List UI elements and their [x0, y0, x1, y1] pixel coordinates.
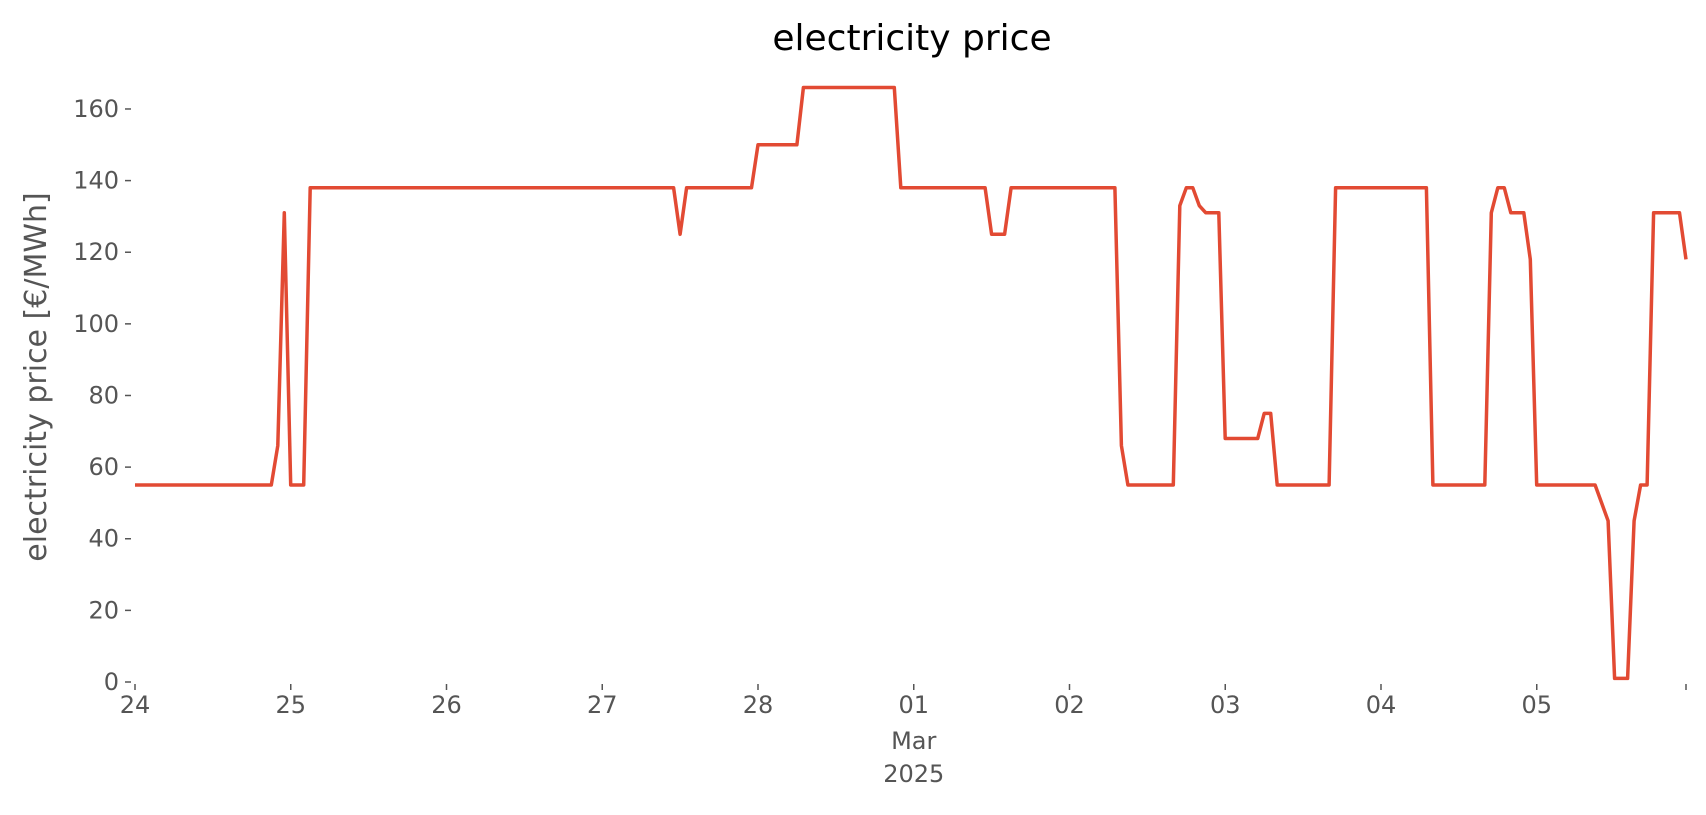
x-tick-month-label: Mar: [891, 727, 936, 755]
y-tick-label: 80: [88, 381, 119, 409]
x-tick-label: 26: [431, 691, 462, 719]
y-tick-label: 40: [88, 525, 119, 553]
x-tick-label: 25: [275, 691, 306, 719]
x-tick-label: 02: [1054, 691, 1085, 719]
x-tick-year-label: 2025: [883, 760, 944, 788]
chart-title: electricity price: [772, 18, 1051, 59]
y-tick-label: 160: [73, 95, 119, 123]
y-tick-label: 120: [73, 238, 119, 266]
y-tick-label: 20: [88, 596, 119, 624]
series-group: [135, 85, 1688, 681]
y-tick-label: 0: [104, 668, 119, 696]
x-tick-label: 04: [1366, 691, 1397, 719]
x-tick-label: 27: [587, 691, 618, 719]
x-axis: 24 25 26 27 28 01 Mar 2025 02 03 04 05: [120, 684, 1687, 788]
x-tick-label: 24: [120, 691, 151, 719]
x-tick-label: 01: [898, 691, 929, 719]
series-line-price: [135, 85, 1688, 681]
y-axis-label: electricity price [€/MWh]: [19, 192, 54, 561]
y-tick-label: 60: [88, 453, 119, 481]
y-tick-label: 140: [73, 167, 119, 195]
y-axis: 0 20 40 60 80 100 120 140 160: [73, 95, 131, 696]
x-tick-label: 28: [743, 691, 774, 719]
y-tick-label: 100: [73, 310, 119, 338]
x-tick-label: 05: [1521, 691, 1552, 719]
x-tick-label: 03: [1210, 691, 1241, 719]
